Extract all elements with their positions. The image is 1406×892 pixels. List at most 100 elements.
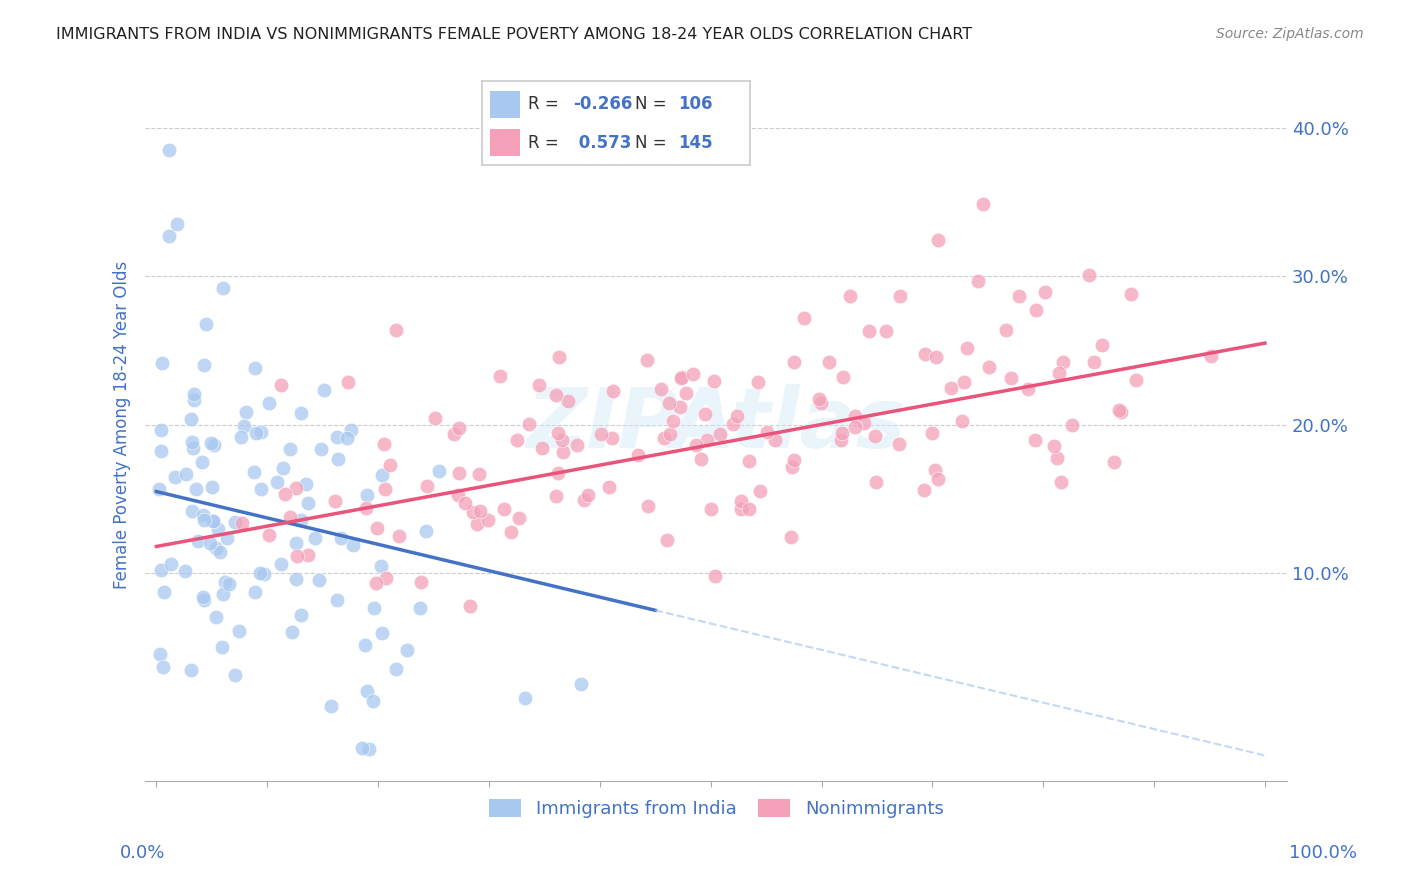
Point [326, 592, 349, 607]
Point [243, 361, 266, 376]
Point [191, 508, 214, 523]
Point [1109, 404, 1132, 418]
Point [204, 541, 226, 556]
Point [527, 377, 550, 392]
Point [280, 624, 302, 639]
Point [319, 699, 342, 714]
Point [285, 549, 308, 563]
Point [747, 376, 769, 390]
Point [650, 382, 672, 396]
Point [875, 324, 897, 338]
Point [1025, 302, 1047, 317]
Point [685, 438, 707, 452]
Point [1125, 373, 1147, 387]
Point [342, 538, 364, 552]
Point [366, 521, 388, 535]
Point [591, 426, 613, 441]
Point [384, 323, 406, 337]
Point [183, 393, 205, 408]
Point [793, 311, 815, 326]
Point [148, 482, 170, 496]
Point [1121, 287, 1143, 301]
Point [454, 496, 477, 510]
Point [271, 460, 294, 475]
Point [1052, 355, 1074, 369]
Point [602, 384, 624, 399]
Point [831, 370, 853, 384]
Text: 100.0%: 100.0% [1289, 844, 1357, 862]
Point [270, 557, 292, 571]
Point [756, 425, 779, 439]
Point [250, 425, 273, 439]
Point [853, 416, 876, 430]
Point [662, 414, 685, 428]
Point [243, 465, 266, 479]
Point [831, 426, 853, 441]
Point [783, 452, 806, 467]
Point [637, 500, 659, 514]
Point [547, 466, 569, 480]
Point [201, 480, 224, 494]
Point [682, 367, 704, 381]
Point [979, 359, 1001, 374]
Point [782, 460, 804, 475]
Point [257, 395, 280, 409]
Point [409, 601, 432, 615]
Text: ZIPAtlas: ZIPAtlas [526, 384, 905, 466]
Point [278, 510, 301, 524]
Point [205, 610, 228, 624]
Point [330, 532, 353, 546]
Point [501, 525, 523, 540]
Point [159, 557, 181, 571]
Point [388, 529, 411, 543]
Point [375, 571, 398, 585]
Point [927, 472, 949, 486]
Point [508, 510, 530, 524]
Point [284, 536, 307, 550]
Point [290, 406, 312, 420]
Point [889, 289, 911, 303]
Point [1108, 403, 1130, 417]
Point [547, 425, 569, 440]
Point [748, 483, 770, 498]
Point [725, 409, 748, 424]
Point [700, 501, 723, 516]
Point [215, 531, 238, 545]
Point [285, 572, 308, 586]
Point [598, 479, 620, 493]
Point [245, 584, 267, 599]
Point [1050, 475, 1073, 490]
Point [201, 515, 224, 529]
Point [193, 592, 215, 607]
Point [191, 454, 214, 468]
Point [326, 430, 349, 444]
Point [468, 504, 491, 518]
Point [425, 411, 447, 425]
Point [865, 428, 887, 442]
Point [675, 386, 697, 401]
Point [409, 575, 432, 590]
Point [565, 438, 588, 452]
Point [224, 668, 246, 682]
Point [309, 442, 332, 456]
Point [600, 431, 623, 445]
Point [211, 640, 233, 654]
Point [270, 377, 292, 392]
Text: 0.0%: 0.0% [120, 844, 165, 862]
Point [914, 347, 936, 361]
Point [1091, 337, 1114, 351]
Point [232, 839, 254, 854]
Point [576, 488, 599, 502]
Point [337, 375, 360, 389]
Point [149, 444, 172, 458]
Point [844, 420, 866, 434]
Point [1042, 439, 1064, 453]
Point [157, 143, 180, 157]
Point [229, 430, 252, 444]
Point [200, 436, 222, 450]
Point [921, 426, 943, 441]
Point [1035, 285, 1057, 300]
Point [1199, 350, 1222, 364]
Point [250, 482, 273, 496]
Point [415, 524, 437, 539]
